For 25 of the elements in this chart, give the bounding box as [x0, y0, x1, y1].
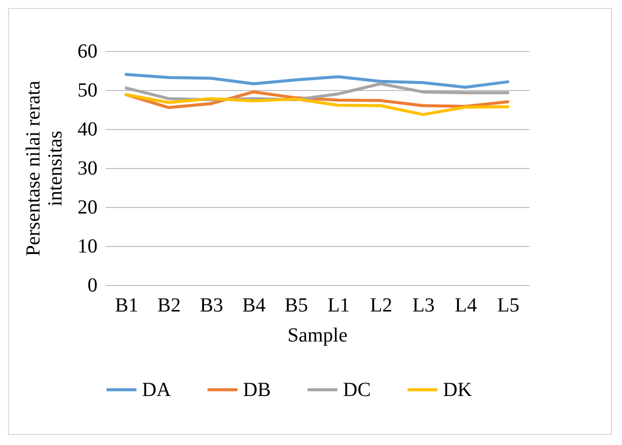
x-tick-label: B5 [284, 294, 308, 316]
x-tick-label: B3 [200, 294, 224, 316]
x-tick-label: L3 [412, 294, 435, 316]
legend-label: DB [243, 378, 271, 401]
x-tick-label: L4 [454, 294, 478, 316]
x-tick-label: L5 [497, 294, 520, 316]
line-series [124, 93, 510, 116]
y-tick-label: 50 [78, 80, 98, 102]
x-tick-label: L1 [328, 294, 350, 316]
legend-label: DA [142, 378, 172, 401]
line-series [124, 72, 510, 89]
x-axis-title: Sample [288, 324, 348, 346]
x-tick-label: B2 [157, 294, 181, 316]
y-tick-label: 40 [78, 118, 98, 140]
y-tick-label: 60 [78, 40, 98, 62]
y-tick-label: 10 [78, 236, 98, 258]
y-tick-label: 20 [78, 196, 98, 218]
legend-label: DK [443, 378, 472, 401]
x-tick-label: L2 [370, 294, 392, 316]
x-tick-label: B4 [242, 294, 266, 316]
legend-label: DC [343, 378, 371, 401]
x-tick-label: B1 [115, 294, 138, 316]
y-tick-label: 30 [78, 158, 98, 180]
y-axis-title: Persentase nilai rerata intensitas [22, 80, 66, 256]
y-tick-label: 0 [88, 274, 98, 296]
